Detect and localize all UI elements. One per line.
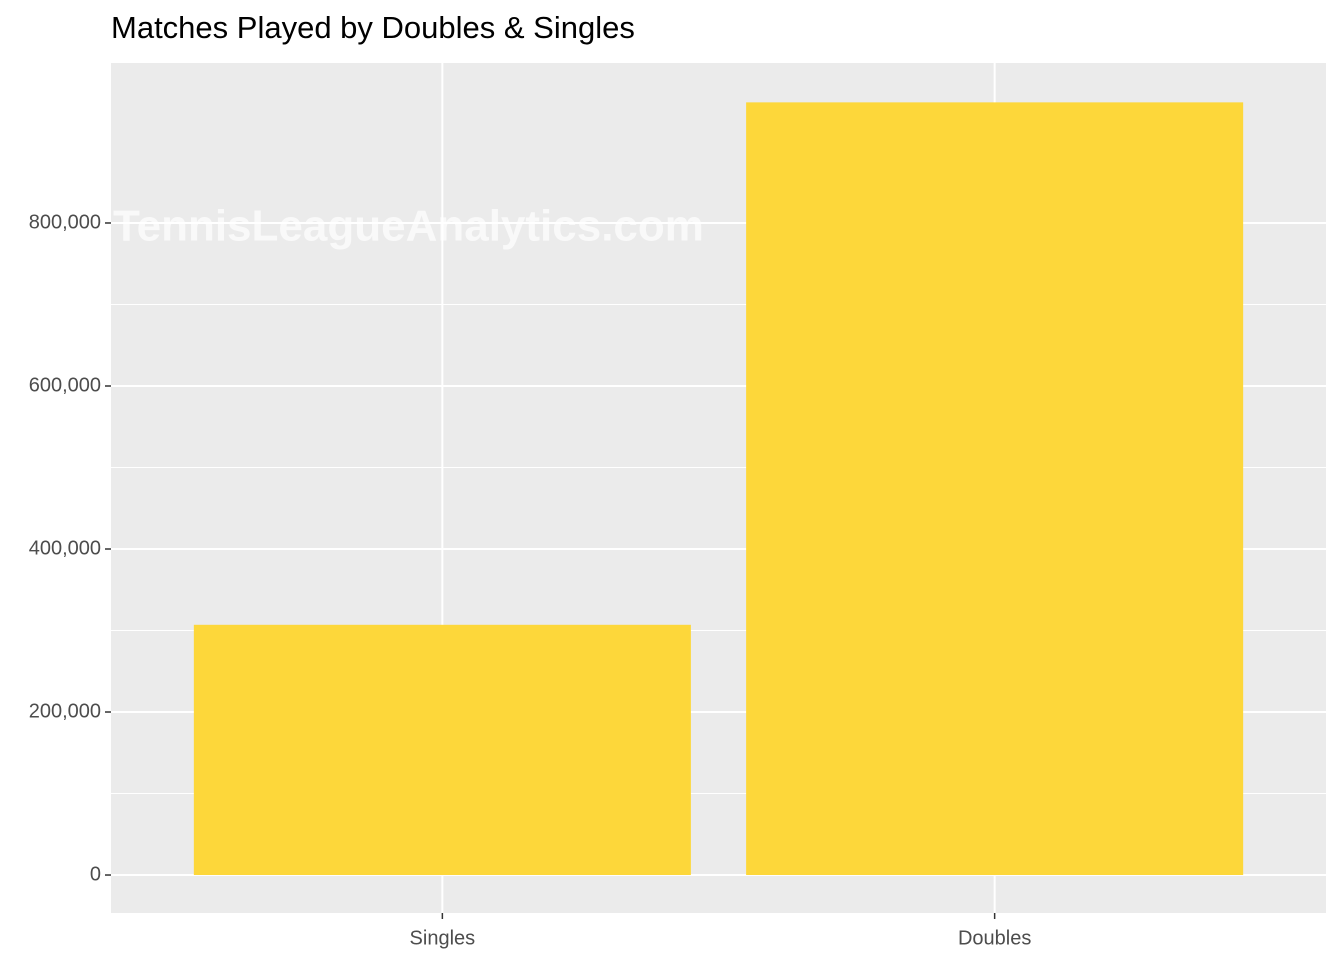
watermark: TennisLeagueAnalytics.com	[113, 202, 704, 251]
bar	[193, 624, 691, 876]
y-tick-label: 600,000	[29, 374, 101, 396]
chart-title: Matches Played by Doubles & Singles	[111, 10, 635, 45]
x-tick-label: Singles	[410, 927, 476, 949]
bar	[746, 102, 1244, 876]
y-tick-label: 400,000	[29, 537, 101, 559]
y-tick-label: 200,000	[29, 700, 101, 722]
y-tick-label: 0	[90, 863, 101, 885]
x-tick-label: Doubles	[958, 927, 1031, 949]
y-tick-label: 800,000	[29, 211, 101, 233]
